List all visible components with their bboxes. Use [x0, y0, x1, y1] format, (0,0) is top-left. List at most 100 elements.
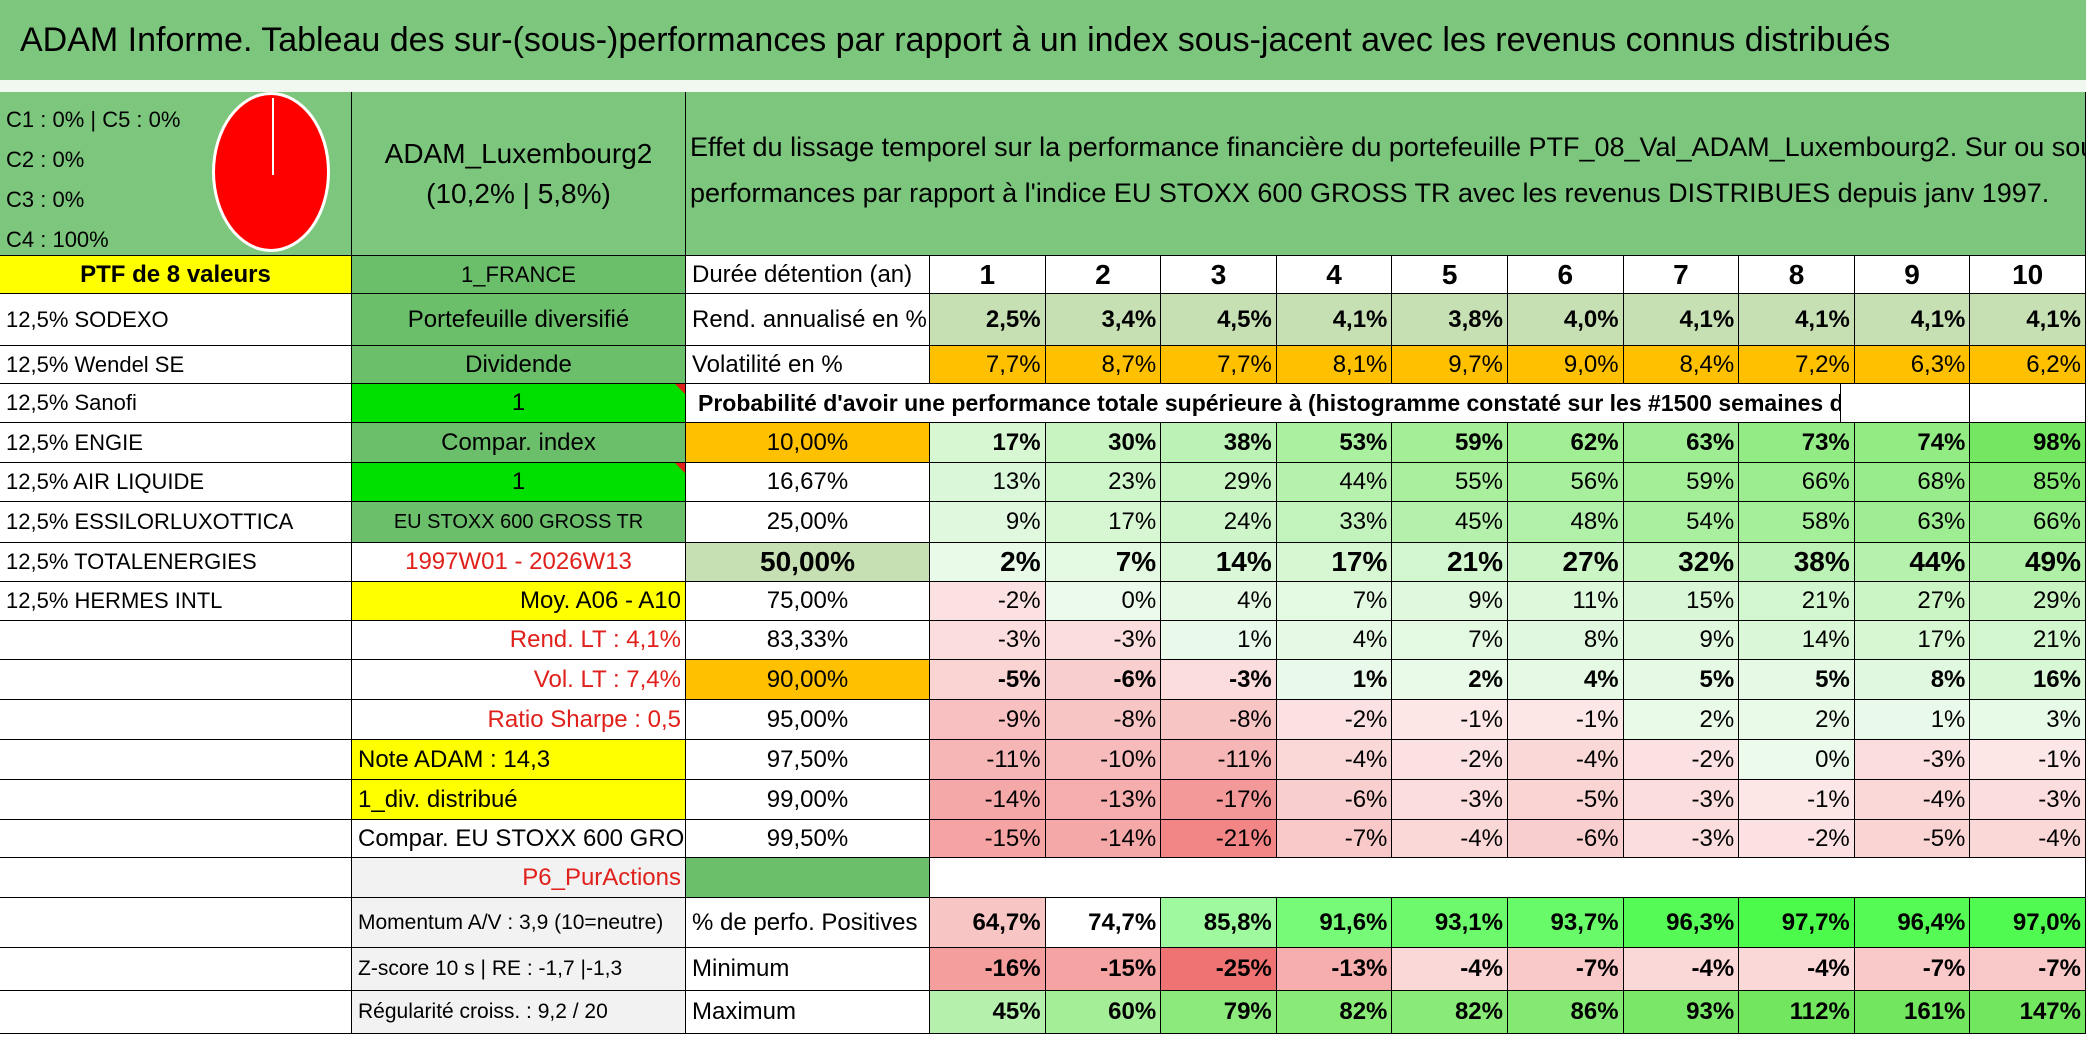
- prob-value-r3-y4: 33%: [1276, 502, 1393, 543]
- year-header-9: 9: [1854, 256, 1971, 294]
- legend-c2: C2 : 0%: [6, 147, 85, 172]
- zscore-cell: Z-score 10 s | RE : -1,7 |-1,3: [352, 948, 686, 991]
- prob-value-r3-y10: 66%: [1970, 502, 2086, 543]
- vol-value-1: 7,7%: [930, 346, 1046, 384]
- min-value-7: -4%: [1623, 948, 1740, 991]
- prob-value-r1-y5: 59%: [1392, 423, 1508, 463]
- prob-value-r8-y5: -1%: [1392, 700, 1508, 740]
- max-value-9: 161%: [1854, 991, 1971, 1034]
- prob-value-r9-y4: -4%: [1276, 740, 1393, 780]
- prob-value-r2-y2: 23%: [1045, 463, 1162, 502]
- comment-marker: [675, 463, 685, 473]
- prob-value-r7-y8: 5%: [1739, 660, 1855, 700]
- dividend-label: Dividende: [352, 346, 686, 384]
- prob-value-r3-y5: 45%: [1392, 502, 1508, 543]
- prob-value-r11-y1: -15%: [930, 820, 1046, 858]
- legend-c3: C3 : 0%: [6, 187, 85, 212]
- prob-value-r3-y9: 63%: [1854, 502, 1971, 543]
- min-value-6: -7%: [1508, 948, 1624, 991]
- blank-left-8: [0, 898, 352, 948]
- rend-label: Rend. annualisé en %: [686, 294, 930, 346]
- prob-value-r10-y9: -4%: [1854, 780, 1971, 820]
- regularite-cell: Régularité croiss. : 9,2 / 20: [352, 991, 686, 1034]
- prob-value-r6-y3: 1%: [1161, 621, 1277, 660]
- prob-value-r6-y9: 17%: [1854, 621, 1971, 660]
- vol-value-5: 9,7%: [1392, 346, 1508, 384]
- prob-value-r4-y9: 44%: [1854, 543, 1971, 582]
- max-value-10: 147%: [1970, 991, 2086, 1034]
- prob-value-r10-y5: -3%: [1392, 780, 1508, 820]
- prob-value-r5-y4: 7%: [1276, 582, 1393, 621]
- prob-value-r4-y1: 2%: [930, 543, 1046, 582]
- title-banner: ADAM Informe. Tableau des sur-(sous-)per…: [0, 0, 2086, 80]
- blank-left-2: [0, 660, 352, 700]
- vol-value-8: 7,2%: [1739, 346, 1855, 384]
- prob-value-r7-y10: 16%: [1970, 660, 2086, 700]
- ptf-label: PTF de 8 valeurs: [0, 256, 352, 294]
- prob-value-r10-y8: -1%: [1739, 780, 1855, 820]
- prob-value-r9-y5: -2%: [1392, 740, 1508, 780]
- pos-value-10: 97,0%: [1970, 898, 2086, 948]
- prob-value-r11-y2: -14%: [1045, 820, 1162, 858]
- prob-value-r7-y1: -5%: [930, 660, 1046, 700]
- prob-value-r11-y10: -4%: [1970, 820, 2086, 858]
- prob-value-r2-y10: 85%: [1970, 463, 2086, 502]
- min-value-4: -13%: [1276, 948, 1393, 991]
- prob-value-r4-y3: 14%: [1161, 543, 1277, 582]
- portfolio-stats: (10,2% | 5,8%): [426, 177, 611, 209]
- rend-value-8: 4,1%: [1739, 294, 1855, 346]
- rend-value-9: 4,1%: [1854, 294, 1971, 346]
- div-distrib: 1_div. distribué: [352, 780, 686, 820]
- rend-lt: Rend. LT : 4,1%: [352, 621, 686, 660]
- vol-value-4: 8,1%: [1276, 346, 1393, 384]
- vol-value-9: 6,3%: [1854, 346, 1971, 384]
- max-value-1: 45%: [930, 991, 1046, 1034]
- max-value-4: 82%: [1276, 991, 1393, 1034]
- prob-value-r7-y5: 2%: [1392, 660, 1508, 700]
- prob-value-r2-y9: 68%: [1854, 463, 1971, 502]
- prob-value-r6-y8: 14%: [1739, 621, 1855, 660]
- prob-value-r8-y2: -8%: [1045, 700, 1162, 740]
- quantile-1: 10,00%: [686, 423, 930, 463]
- max-value-2: 60%: [1045, 991, 1162, 1034]
- min-value-10: -7%: [1970, 948, 2086, 991]
- prob-value-r5-y10: 29%: [1970, 582, 2086, 621]
- p6-blank-row: [930, 858, 2086, 898]
- comment-marker: [675, 384, 685, 394]
- prob-value-r9-y8: 0%: [1739, 740, 1855, 780]
- compar-index-value: 1: [352, 463, 686, 502]
- prob-value-r2-y8: 66%: [1739, 463, 1855, 502]
- prob-value-r4-y2: 7%: [1045, 543, 1162, 582]
- pos-value-4: 91,6%: [1276, 898, 1393, 948]
- prob-value-r11-y5: -4%: [1392, 820, 1508, 858]
- portfolio-name: ADAM_Luxembourg2: [384, 137, 653, 169]
- pos-value-3: 85,8%: [1161, 898, 1277, 948]
- max-value-5: 82%: [1392, 991, 1508, 1034]
- vol-value-6: 9,0%: [1508, 346, 1624, 384]
- momentum-cell: Momentum A/V : 3,9 (10=neutre): [352, 898, 686, 948]
- prob-value-r9-y1: -11%: [930, 740, 1046, 780]
- prob-value-r4-y7: 32%: [1623, 543, 1740, 582]
- min-label: Minimum: [686, 948, 930, 991]
- prob-value-r3-y6: 48%: [1508, 502, 1624, 543]
- quantile-7: 90,00%: [686, 660, 930, 700]
- dividend-value: 1: [352, 384, 686, 423]
- rend-value-5: 3,8%: [1392, 294, 1508, 346]
- prob-value-r10-y4: -6%: [1276, 780, 1393, 820]
- prob-value-r2-y5: 55%: [1392, 463, 1508, 502]
- compar-label: Compar. EU STOXX 600 GROSS TR: [352, 820, 686, 858]
- prob-value-r4-y8: 38%: [1739, 543, 1855, 582]
- prob-value-r1-y8: 73%: [1739, 423, 1855, 463]
- prob-value-r5-y9: 27%: [1854, 582, 1971, 621]
- rend-value-10: 4,1%: [1970, 294, 2086, 346]
- prob-value-r10-y1: -14%: [930, 780, 1046, 820]
- vol-lt: Vol. LT : 7,4%: [352, 660, 686, 700]
- pie-slice-c4: [212, 92, 330, 252]
- quantile-2: 16,67%: [686, 463, 930, 502]
- quantile-10: 99,00%: [686, 780, 930, 820]
- prob-value-r11-y4: -7%: [1276, 820, 1393, 858]
- year-header-6: 6: [1508, 256, 1624, 294]
- vol-value-3: 7,7%: [1161, 346, 1277, 384]
- sharpe-ratio: Ratio Sharpe : 0,5: [352, 700, 686, 740]
- prob-value-r2-y1: 13%: [930, 463, 1046, 502]
